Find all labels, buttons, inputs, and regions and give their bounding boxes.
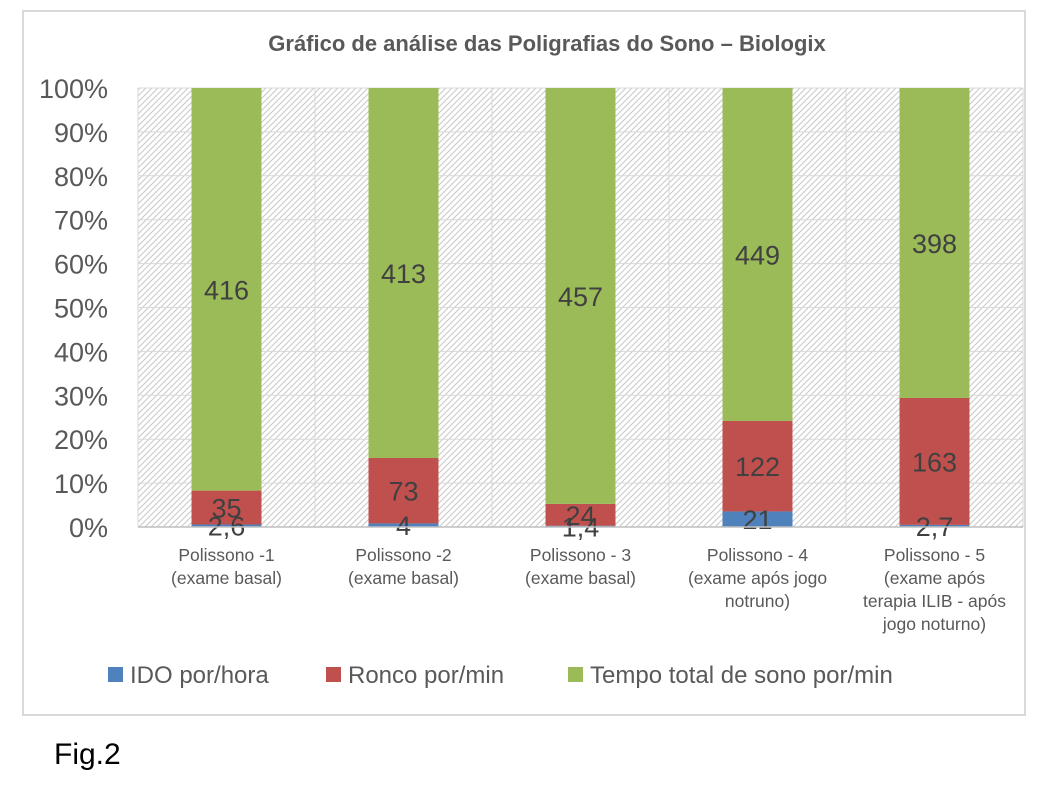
- y-tick-label: 90%: [54, 118, 108, 148]
- y-tick-label: 100%: [39, 74, 108, 104]
- y-tick-label: 70%: [54, 206, 108, 236]
- y-tick-label: 50%: [54, 294, 108, 324]
- data-label: 4: [396, 511, 411, 541]
- y-tick-label: 60%: [54, 250, 108, 280]
- bar-segment-series2-cat2: [368, 458, 439, 524]
- chart-frame: Gráfico de análise das Poligrafias do So…: [22, 10, 1026, 716]
- x-category-label: Polissono -2 (exame basal): [348, 545, 459, 588]
- bar-segment-series2-cat4: [722, 420, 793, 512]
- chart-title: Gráfico de análise das Poligrafias do So…: [268, 31, 826, 56]
- legend-label: IDO por/hora: [130, 662, 269, 689]
- data-label: 122: [735, 452, 780, 482]
- legend-swatch: [108, 667, 123, 682]
- y-tick-label: 10%: [54, 469, 108, 499]
- x-category-label: Polissono - 5 (exame após terapia ILIB - a…: [863, 545, 1006, 634]
- data-label: 413: [381, 259, 426, 289]
- legend-swatch: [568, 667, 583, 682]
- bar-segment-series2-cat1: [191, 490, 262, 525]
- data-label: 24: [565, 501, 595, 531]
- legend-swatch: [326, 667, 341, 682]
- data-label: 416: [204, 275, 249, 305]
- data-label: 449: [735, 240, 780, 270]
- legend-label: Tempo total de sono por/min: [590, 662, 893, 689]
- data-label: 35: [211, 494, 241, 524]
- bar-segment-series1-cat4: [722, 511, 793, 527]
- y-tick-label: 30%: [54, 381, 108, 411]
- data-label: 73: [388, 477, 418, 507]
- y-tick-label: 0%: [69, 513, 108, 543]
- bar-segment-series3-cat4: [722, 88, 793, 421]
- bar-segment-series2-cat3: [545, 503, 616, 526]
- bar-segment-series1-cat2: [368, 523, 439, 527]
- y-tick-label: 80%: [54, 162, 108, 192]
- data-label: 163: [912, 447, 957, 477]
- x-category-label: Polissono - 4 (exame após jogo notruno): [688, 545, 827, 611]
- figure-caption: Fig.2: [54, 738, 121, 771]
- bar-segment-series2-cat5: [899, 397, 970, 525]
- data-label: 21: [742, 505, 772, 535]
- y-tick-label: 40%: [54, 337, 108, 367]
- x-category-label: Polissono -1 (exame basal): [171, 545, 282, 588]
- bar-segment-series3-cat5: [899, 88, 970, 398]
- x-category-label: Polissono - 3 (exame basal): [525, 545, 636, 588]
- data-label: 398: [912, 229, 957, 259]
- stacked-bar-chart: Gráfico de análise das Poligrafias do So…: [39, 31, 1024, 689]
- bar-segment-series3-cat3: [545, 88, 616, 504]
- bar-segment-series3-cat1: [191, 88, 262, 491]
- bar-segment-series1-cat5: [899, 524, 970, 527]
- data-label: 457: [558, 282, 603, 312]
- bar-segment-series3-cat2: [368, 88, 439, 459]
- y-tick-label: 20%: [54, 425, 108, 455]
- bar-segment-series1-cat1: [191, 524, 262, 527]
- legend-label: Ronco por/min: [348, 662, 504, 689]
